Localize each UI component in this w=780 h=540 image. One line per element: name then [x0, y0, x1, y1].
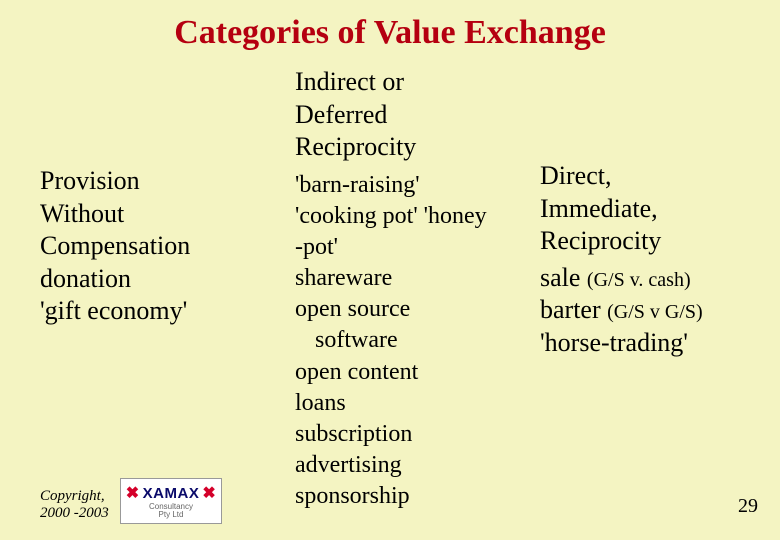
logo-x-icon: ✖ — [202, 483, 216, 503]
right-column: Direct, Immediate, Reciprocity sale (G/S… — [540, 160, 770, 359]
logo-sub2: Pty Ltd — [159, 510, 184, 519]
logo-top: ✖ XAMAX ✖ — [126, 483, 216, 503]
middle-heading-line2: Deferred — [295, 100, 387, 129]
middle-items: 'barn-raising' 'cooking pot' 'honey -pot… — [295, 170, 520, 513]
right-item-barter-main: barter — [540, 295, 607, 324]
left-heading-line3: Compensation — [40, 231, 190, 260]
slide: Categories of Value Exchange Provision W… — [0, 0, 780, 540]
right-heading-line2: Immediate, — [540, 194, 658, 223]
page-number: 29 — [738, 495, 758, 518]
middle-item-opencontent: open content — [295, 357, 520, 388]
right-item-sale-main: sale — [540, 263, 587, 292]
right-item-horse-trading: 'horse-trading' — [540, 327, 770, 360]
left-item-gift-economy: 'gift economy' — [40, 295, 270, 328]
right-item-barter-paren: (G/S v G/S) — [607, 301, 703, 323]
right-item-sale-paren: (G/S v. cash) — [587, 269, 691, 291]
slide-title: Categories of Value Exchange — [0, 14, 780, 52]
middle-heading-line1: Indirect or — [295, 67, 404, 96]
copyright: Copyright, 2000 -2003 — [40, 488, 109, 523]
middle-item-cooking-pot-a: 'cooking pot' 'honey — [295, 201, 520, 232]
middle-heading-line3: Reciprocity — [295, 132, 416, 161]
middle-item-cooking-pot-b: -pot' — [295, 232, 520, 263]
middle-item-opensource-b: software — [315, 325, 520, 356]
left-heading-line1: Provision — [40, 166, 140, 195]
right-item-barter: barter (G/S v G/S) — [540, 294, 770, 327]
left-heading: Provision Without Compensation — [40, 165, 270, 263]
left-column: Provision Without Compensation donation … — [40, 165, 270, 328]
middle-item-advertising: advertising — [295, 450, 520, 481]
right-heading: Direct, Immediate, Reciprocity — [540, 160, 770, 258]
copyright-line1: Copyright, — [40, 488, 105, 504]
middle-column: Indirect or Deferred Reciprocity 'barn-r… — [295, 66, 520, 513]
xamax-logo: ✖ XAMAX ✖ Consultancy Pty Ltd — [120, 478, 222, 524]
right-heading-line1: Direct, — [540, 161, 611, 190]
logo-text: XAMAX — [143, 485, 200, 502]
right-heading-line3: Reciprocity — [540, 226, 661, 255]
middle-item-shareware: shareware — [295, 263, 520, 294]
middle-item-subscription: subscription — [295, 419, 520, 450]
middle-item-loans: loans — [295, 388, 520, 419]
right-items: sale (G/S v. cash) barter (G/S v G/S) 'h… — [540, 262, 770, 360]
middle-heading: Indirect or Deferred Reciprocity — [295, 66, 520, 164]
right-item-sale: sale (G/S v. cash) — [540, 262, 770, 295]
copyright-line2: 2000 -2003 — [40, 505, 109, 521]
middle-item-opensource-a: open source — [295, 294, 520, 325]
left-item-donation: donation — [40, 263, 270, 296]
middle-item-barn-raising: 'barn-raising' — [295, 170, 520, 201]
logo-x-icon: ✖ — [126, 483, 140, 503]
middle-item-sponsorship: sponsorship — [295, 481, 520, 512]
left-heading-line2: Without — [40, 199, 124, 228]
